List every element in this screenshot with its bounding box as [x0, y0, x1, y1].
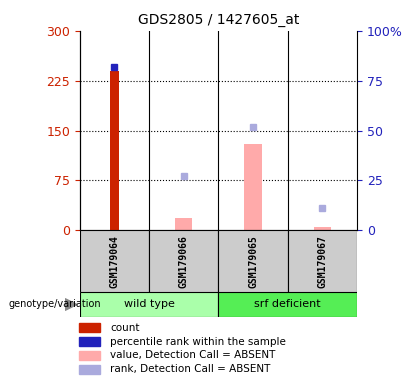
Text: wild type: wild type: [123, 299, 175, 310]
Bar: [218, 230, 288, 292]
Text: GSM179065: GSM179065: [248, 235, 258, 288]
Bar: [218, 292, 357, 317]
Text: rank, Detection Call = ABSENT: rank, Detection Call = ABSENT: [110, 364, 270, 374]
Text: genotype/variation: genotype/variation: [8, 299, 101, 309]
Bar: [175, 218, 192, 230]
Text: srf deficient: srf deficient: [255, 299, 321, 310]
Polygon shape: [65, 299, 77, 310]
Bar: [244, 144, 262, 230]
Bar: [80, 230, 149, 292]
Text: percentile rank within the sample: percentile rank within the sample: [110, 336, 286, 346]
Bar: [149, 230, 218, 292]
Bar: [79, 337, 100, 346]
Text: count: count: [110, 323, 139, 333]
Bar: [288, 230, 357, 292]
Bar: [79, 323, 100, 332]
Text: GSM179067: GSM179067: [318, 235, 327, 288]
Bar: [79, 351, 100, 360]
Bar: [314, 227, 331, 230]
Title: GDS2805 / 1427605_at: GDS2805 / 1427605_at: [138, 13, 299, 27]
Bar: [79, 365, 100, 374]
Text: GSM179064: GSM179064: [110, 235, 119, 288]
Bar: [110, 71, 118, 230]
Text: value, Detection Call = ABSENT: value, Detection Call = ABSENT: [110, 351, 276, 361]
Text: GSM179066: GSM179066: [179, 235, 189, 288]
Bar: [80, 292, 218, 317]
